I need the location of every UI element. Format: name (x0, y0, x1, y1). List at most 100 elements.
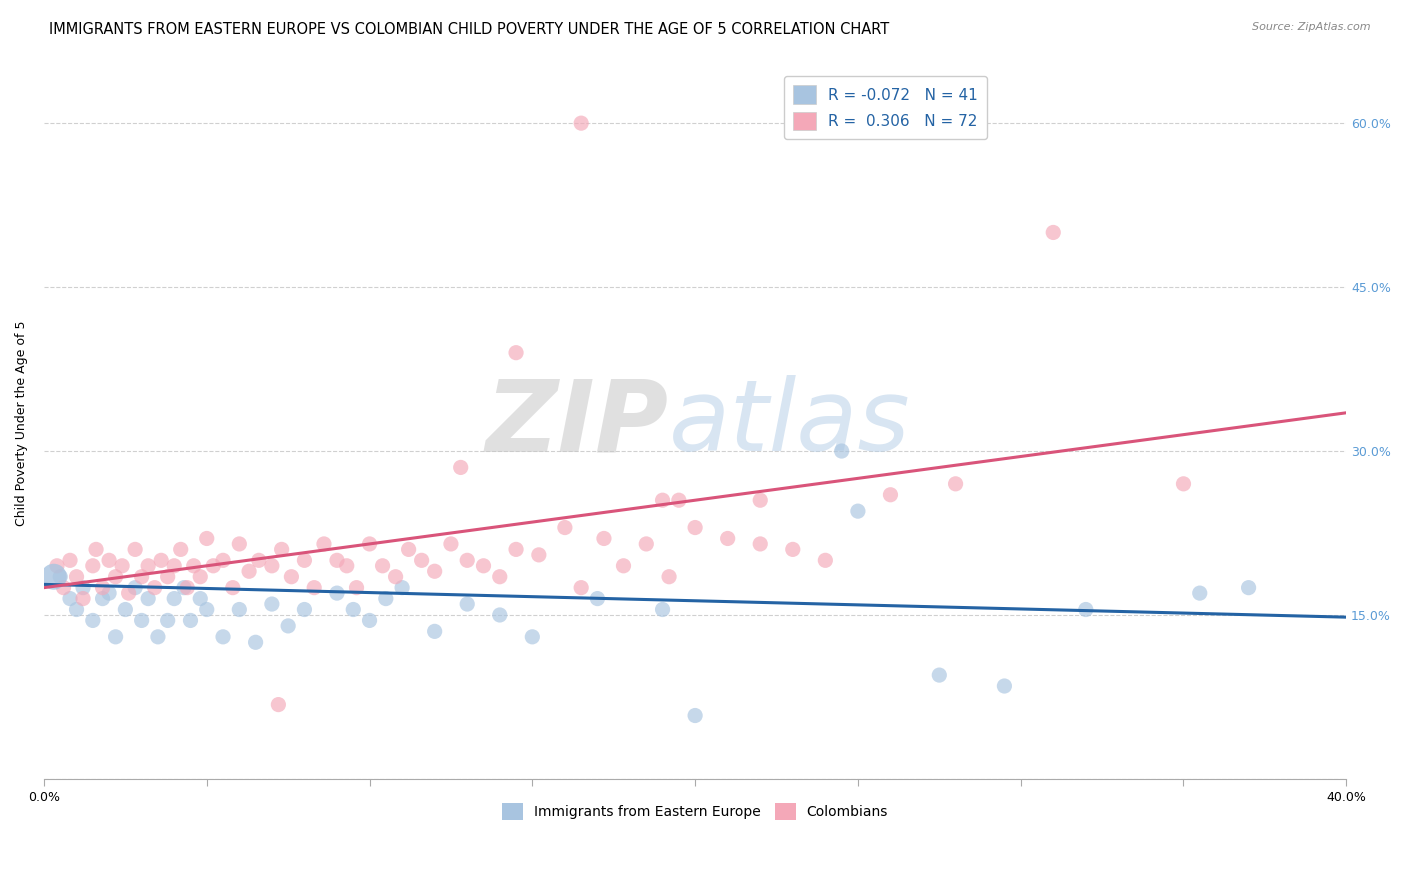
Point (131, 570, 153, 584)
Point (346, 581, 368, 595)
Point (569, 116, 592, 130)
Point (179, 614, 201, 628)
Point (423, 564, 446, 578)
Point (183, 558, 205, 573)
Point (163, 591, 186, 606)
Point (326, 553, 349, 567)
Point (170, 542, 193, 557)
Point (472, 558, 495, 573)
Point (456, 553, 478, 567)
Point (1042, 226, 1064, 240)
Point (156, 614, 179, 628)
Point (202, 558, 225, 573)
Point (683, 520, 706, 534)
Point (846, 504, 869, 518)
Point (52, 581, 75, 595)
Point (326, 586, 349, 600)
Point (188, 591, 211, 606)
Point (124, 542, 146, 557)
Point (384, 570, 406, 584)
Point (111, 558, 134, 573)
Point (84, 542, 107, 557)
Point (423, 624, 446, 639)
Point (593, 532, 616, 546)
Point (117, 586, 139, 600)
Text: atlas: atlas (669, 376, 911, 472)
Point (586, 591, 609, 606)
Point (302, 581, 325, 595)
Point (717, 532, 740, 546)
Point (188, 570, 211, 584)
Point (879, 488, 901, 502)
Point (270, 542, 292, 557)
Point (1173, 476, 1195, 491)
Point (277, 619, 299, 633)
Point (651, 602, 673, 616)
Point (336, 558, 359, 573)
Point (450, 460, 472, 475)
Point (1074, 602, 1097, 616)
Point (928, 668, 950, 682)
Point (993, 679, 1015, 693)
Point (488, 570, 510, 584)
Text: Source: ZipAtlas.com: Source: ZipAtlas.com (1253, 22, 1371, 32)
Point (104, 630, 127, 644)
Point (156, 570, 179, 584)
Point (176, 581, 198, 595)
Point (98, 586, 121, 600)
Point (91, 581, 114, 595)
Point (173, 581, 195, 595)
Point (65, 570, 87, 584)
Point (668, 493, 690, 508)
Point (1188, 586, 1211, 600)
Point (150, 553, 173, 567)
Point (527, 548, 550, 562)
Point (260, 597, 283, 611)
Point (222, 581, 245, 595)
Point (238, 564, 260, 578)
Point (228, 537, 250, 551)
Point (131, 614, 153, 628)
Point (143, 581, 166, 595)
Point (569, 581, 592, 595)
Point (104, 570, 127, 584)
Point (212, 630, 235, 644)
Point (658, 570, 681, 584)
Point (440, 537, 463, 551)
Point (636, 537, 658, 551)
Point (945, 476, 967, 491)
Point (82, 558, 104, 573)
Point (612, 558, 634, 573)
Point (98, 553, 121, 567)
Point (136, 591, 159, 606)
Point (260, 558, 283, 573)
Point (212, 553, 235, 567)
Point (683, 708, 706, 723)
Point (1237, 581, 1260, 595)
Point (342, 602, 364, 616)
Point (82, 614, 104, 628)
Point (522, 630, 544, 644)
Point (488, 607, 510, 622)
Point (391, 581, 413, 595)
Point (456, 597, 478, 611)
Point (398, 542, 420, 557)
Point (280, 570, 302, 584)
Point (814, 553, 837, 567)
Y-axis label: Child Poverty Under the Age of 5: Child Poverty Under the Age of 5 (15, 321, 28, 526)
Text: IMMIGRANTS FROM EASTERN EUROPE VS COLOMBIAN CHILD POVERTY UNDER THE AGE OF 5 COR: IMMIGRANTS FROM EASTERN EUROPE VS COLOMB… (49, 22, 890, 37)
Point (91, 591, 114, 606)
Point (46, 558, 69, 573)
Point (371, 558, 394, 573)
Point (312, 537, 335, 551)
Point (831, 444, 853, 458)
Point (136, 558, 159, 573)
Point (195, 602, 218, 616)
Point (65, 602, 87, 616)
Point (114, 602, 136, 616)
Point (163, 558, 186, 573)
Point (195, 532, 218, 546)
Point (267, 698, 290, 712)
Point (505, 542, 527, 557)
Point (72, 591, 94, 606)
